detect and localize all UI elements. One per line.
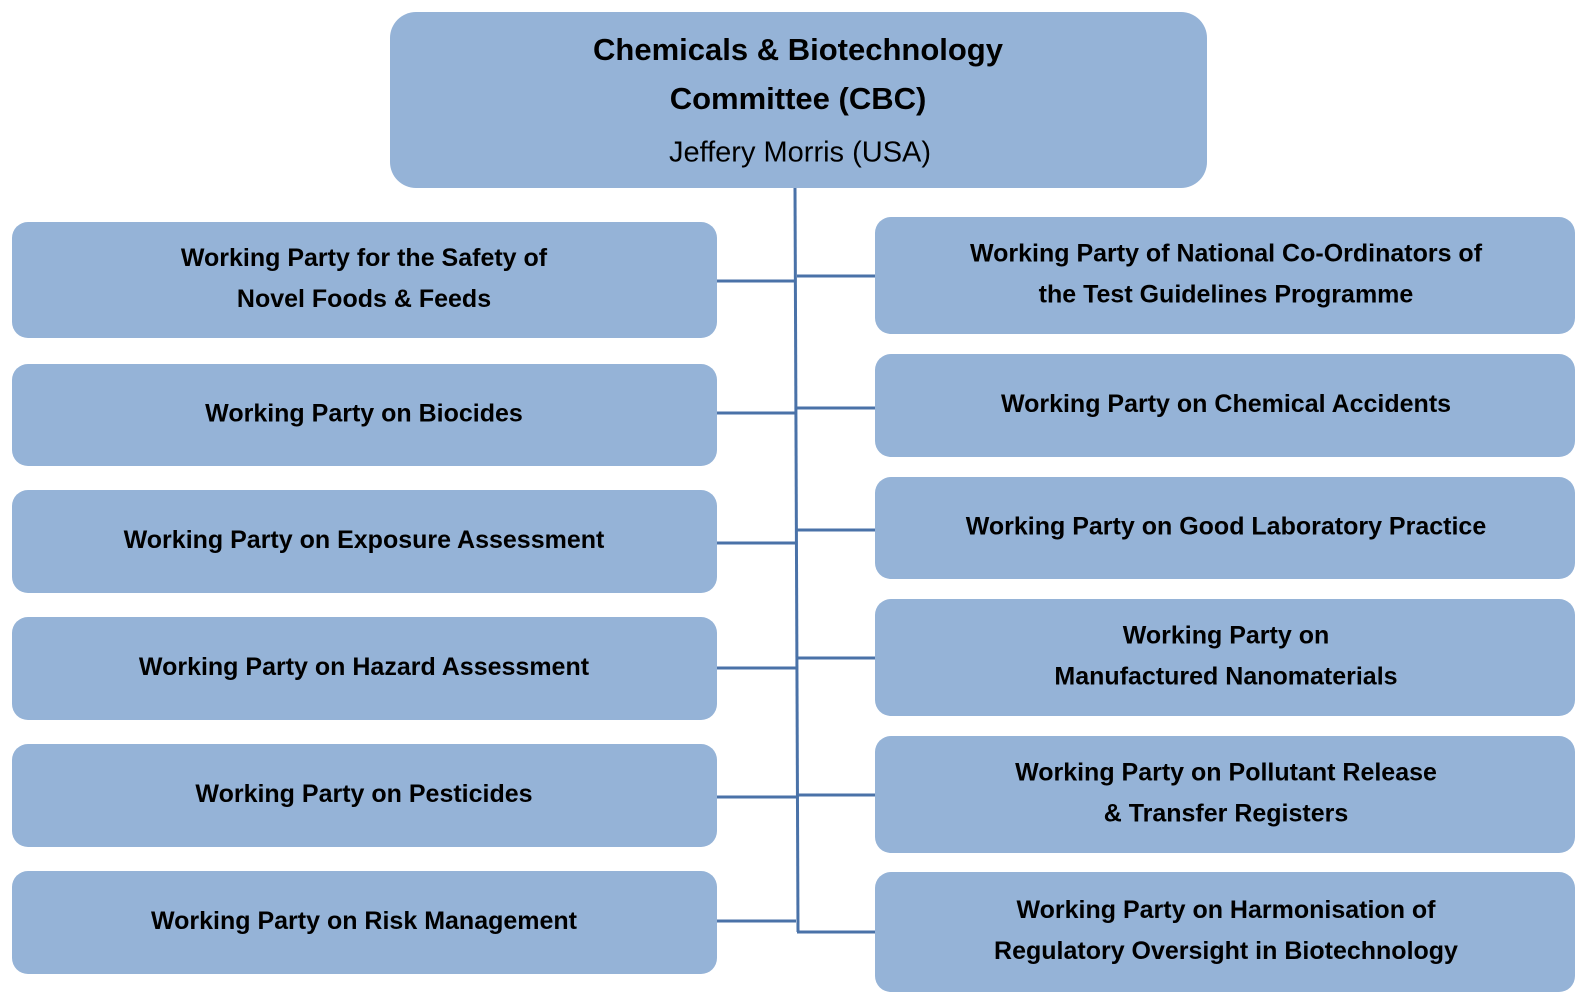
working-party-label: Working Party of National Co-Ordinators … [970,240,1483,268]
working-party-label: Working Party on Good Laboratory Practic… [966,513,1487,541]
working-party-box [875,354,1575,457]
working-party-box [12,871,717,974]
working-party-box [875,599,1575,716]
working-party-label: Working Party on Pollutant Release [1015,759,1437,787]
working-party-label: Working Party on Hazard Assessment [139,653,590,681]
working-party-box [12,617,717,720]
committee-box [390,12,1207,188]
working-party-label: Regulatory Oversight in Biotechnology [994,937,1458,965]
working-party-label: the Test Guidelines Programme [1039,281,1414,309]
working-party-label: Working Party on Chemical Accidents [1001,390,1451,418]
working-party-label: Working Party on Exposure Assessment [124,526,605,554]
committee-title: Chemicals & Biotechnology [593,32,1004,67]
working-party-label: & Transfer Registers [1104,800,1349,828]
working-party-label: Working Party on Risk Management [151,907,578,935]
working-party-label: Working Party on Harmonisation of [1016,896,1436,924]
working-party-label: Working Party for the Safety of [181,244,548,272]
committee-chair: Jeffery Morris (USA) [669,137,931,169]
working-party-box [875,872,1575,992]
committee-title: Committee (CBC) [670,81,927,116]
working-party-label: Working Party on Pesticides [195,780,532,808]
working-party-label: Working Party on [1123,622,1330,650]
working-party-label: Working Party on Biocides [205,400,523,428]
working-party-box [875,477,1575,579]
working-party-box [875,217,1575,334]
working-party-label: Novel Foods & Feeds [237,285,491,313]
working-party-label: Manufactured Nanomaterials [1054,663,1397,691]
working-party-box [875,736,1575,853]
working-party-box [12,222,717,338]
working-party-box [12,490,717,593]
working-party-box [12,364,717,466]
trunk-line [793,187,800,933]
working-party-box [12,744,717,847]
